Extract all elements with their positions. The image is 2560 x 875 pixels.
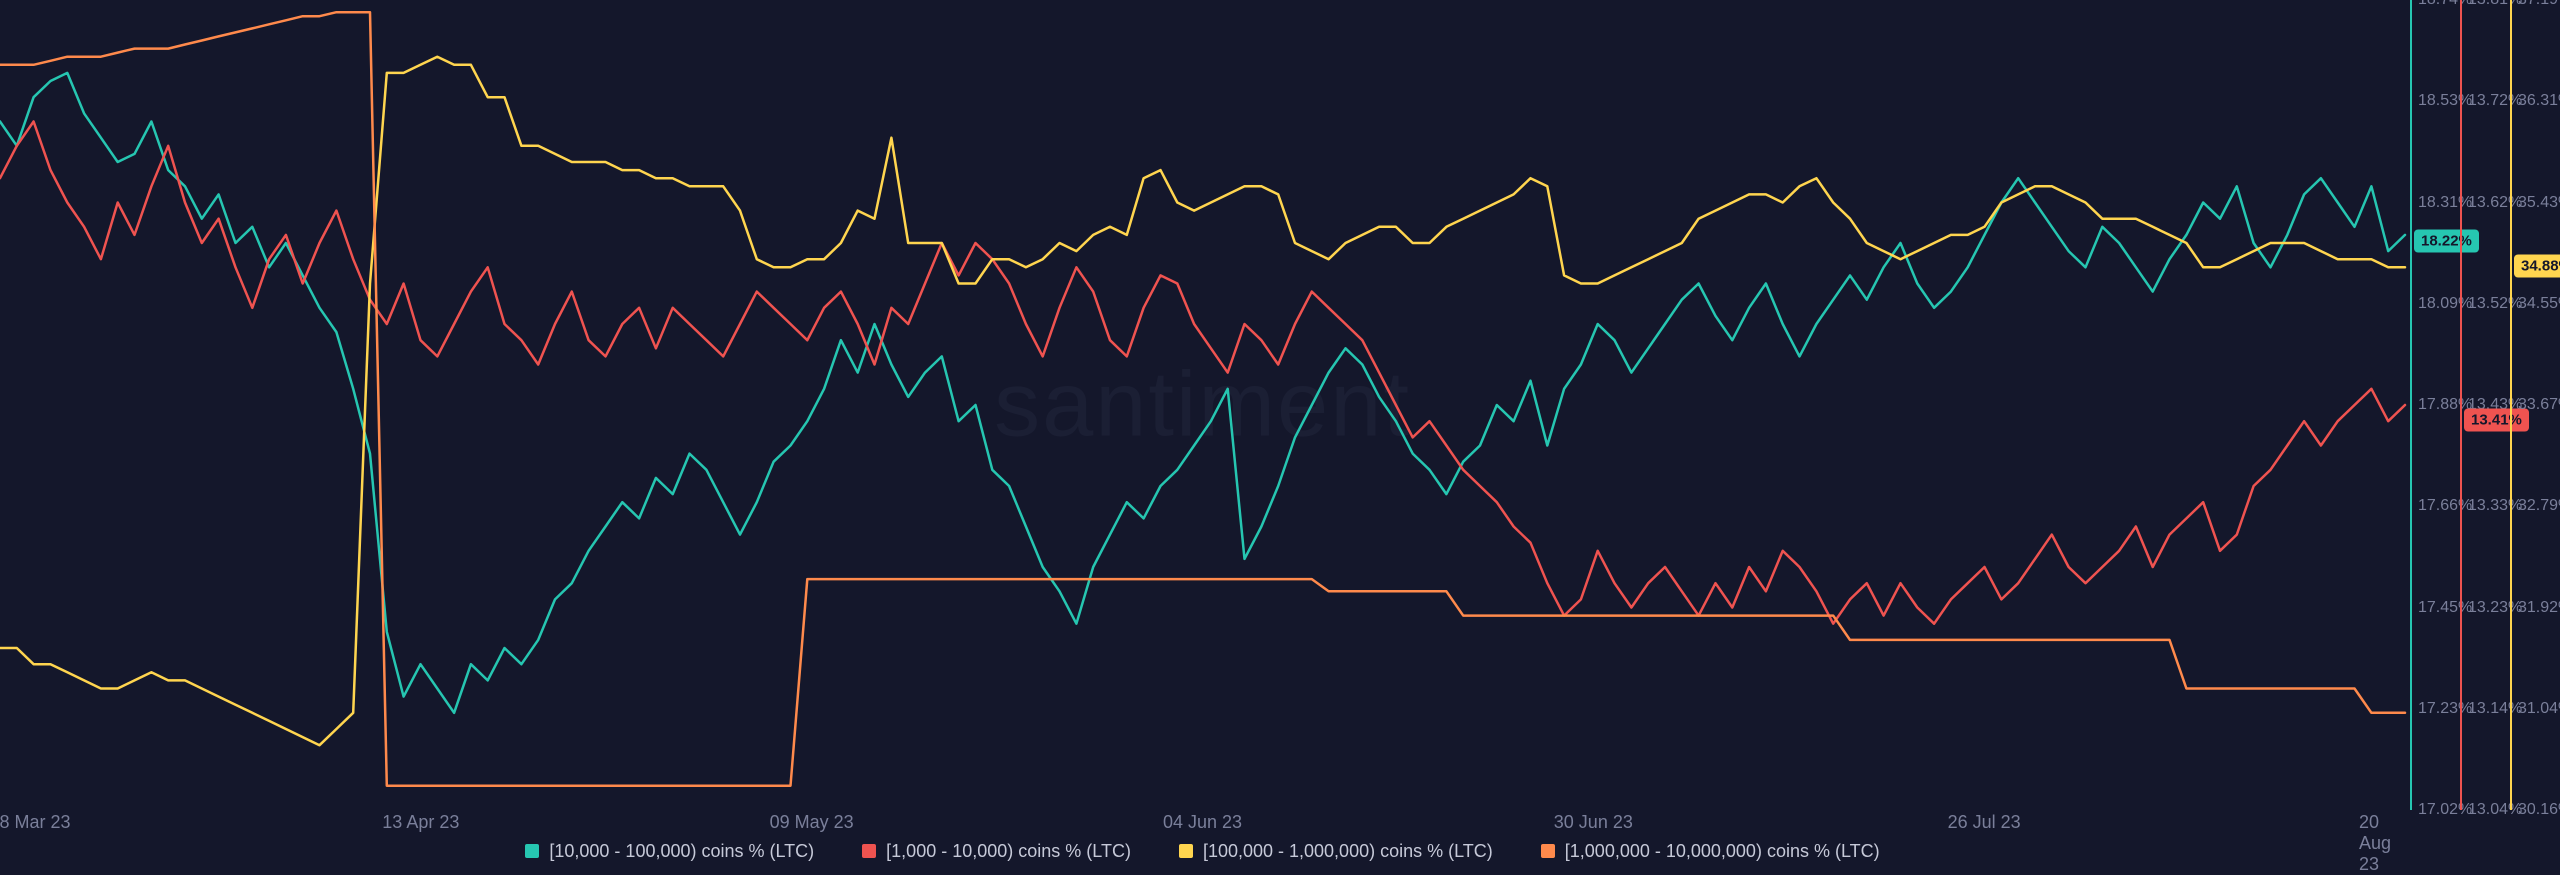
y-tick: 31.04% — [2518, 700, 2560, 718]
y-axis: 13.81%13.72%13.62%13.52%13.43%13.33%13.2… — [2460, 0, 2510, 810]
legend-swatch — [1179, 844, 1193, 858]
y-axes: 18.74%18.53%18.31%18.09%17.88%17.66%17.4… — [2410, 0, 2560, 810]
legend-label: [10,000 - 100,000) coins % (LTC) — [549, 841, 814, 862]
y-axis: 18.74%18.53%18.31%18.09%17.88%17.66%17.4… — [2410, 0, 2460, 810]
x-tick: 13 Apr 23 — [382, 812, 459, 833]
x-tick: 18 Mar 23 — [0, 812, 71, 833]
series-10k-100k — [0, 73, 2405, 713]
plot-area[interactable]: santiment — [0, 0, 2405, 810]
series-100k-1m — [0, 57, 2405, 746]
y-current-badge: 34.88% — [2514, 254, 2560, 277]
y-tick: 31.92% — [2518, 599, 2560, 617]
y-tick: 32.79% — [2518, 497, 2560, 515]
legend-label: [1,000,000 - 10,000,000) coins % (LTC) — [1565, 841, 1880, 862]
legend-swatch — [862, 844, 876, 858]
legend-item[interactable]: [1,000,000 - 10,000,000) coins % (LTC) — [1541, 841, 1880, 862]
y-axis: 37.19% 36.31% 35.43% 34.55% 33.67% 32.79% 31.9… — [2510, 0, 2560, 810]
x-tick: 30 Jun 23 — [1554, 812, 1633, 833]
legend-swatch — [1541, 844, 1555, 858]
legend-label: [1,000 - 10,000) coins % (LTC) — [886, 841, 1131, 862]
legend-label: [100,000 - 1,000,000) coins % (LTC) — [1203, 841, 1493, 862]
x-axis: 18 Mar 23 13 Apr 23 09 May 23 04 Jun 23 30 J… — [0, 812, 2405, 836]
legend-swatch — [525, 844, 539, 858]
legend: [10,000 - 100,000) coins % (LTC) [1,000 -… — [0, 841, 2405, 864]
x-tick: 04 Jun 23 — [1163, 812, 1242, 833]
x-tick: 26 Jul 23 — [1948, 812, 2021, 833]
x-tick: 09 May 23 — [770, 812, 854, 833]
legend-item[interactable]: [1,000 - 10,000) coins % (LTC) — [862, 841, 1131, 862]
y-tick: 34.55% — [2518, 295, 2560, 313]
y-tick: 33.67% — [2518, 396, 2560, 414]
legend-item[interactable]: [10,000 - 100,000) coins % (LTC) — [525, 841, 814, 862]
series-svg — [0, 0, 2405, 810]
y-tick: 37.19% — [2518, 0, 2560, 9]
legend-item[interactable]: [100,000 - 1,000,000) coins % (LTC) — [1179, 841, 1493, 862]
y-tick: 35.43% — [2518, 194, 2560, 212]
series-1m-10m — [0, 12, 2405, 786]
y-tick: 30.16% — [2518, 801, 2560, 819]
y-tick: 36.31% — [2518, 92, 2560, 110]
chart-container: santiment 18 Mar 23 13 Apr 23 09 May 23 04 … — [0, 0, 2560, 867]
